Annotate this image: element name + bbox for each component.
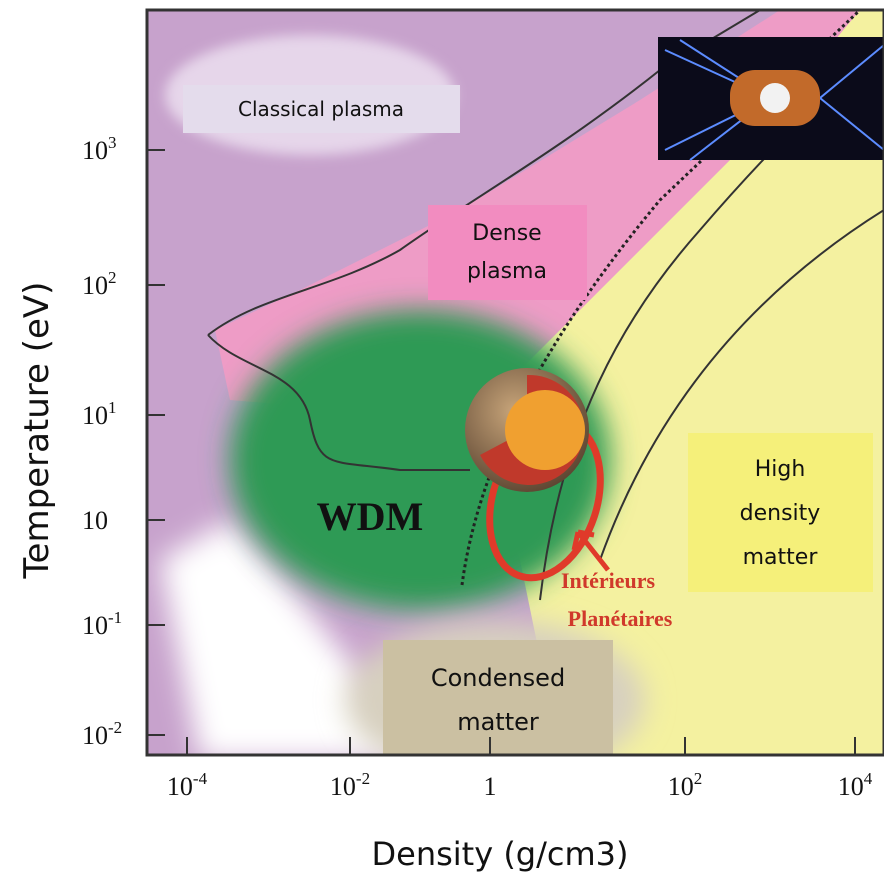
tick-exponent: 2 [108, 268, 117, 287]
region-label: Planétaires [568, 606, 673, 631]
label-box [383, 640, 613, 755]
y-tick-label: 103 [82, 133, 117, 165]
tick-exponent: 4 [864, 769, 873, 788]
tick-exponent: -2 [356, 769, 370, 788]
x-tick-label: 102 [668, 769, 703, 801]
region-label: Classical plasma [238, 97, 404, 121]
tick-exponent: 2 [694, 769, 703, 788]
x-tick-label: 10-2 [330, 769, 370, 801]
region-label: High [755, 457, 806, 482]
tick-base: 10 [82, 136, 108, 165]
x-tick-label: 104 [838, 769, 873, 801]
y-tick-label: 10 [82, 506, 108, 535]
tick-exponent: -1 [108, 608, 122, 627]
capsule [760, 83, 790, 113]
region-label: plasma [467, 259, 547, 284]
region-label: WDM [317, 494, 424, 539]
x-tick-label: 1 [484, 772, 497, 801]
y-tick-label: 10-2 [82, 718, 122, 750]
region-label: density [740, 501, 821, 526]
tick-base: 10 [82, 611, 108, 640]
region-label: Dense [472, 221, 541, 246]
phase-diagram: Classical plasma Dense plasma High densi… [0, 0, 884, 877]
tick-base: 10 [82, 271, 108, 300]
label-box [428, 205, 587, 300]
region-label: Condensed [431, 664, 565, 692]
tick-exponent: -2 [108, 718, 122, 737]
y-tick-label: 102 [82, 268, 117, 300]
tick-base: 10 [82, 506, 108, 535]
region-label: matter [457, 708, 539, 736]
tick-exponent: 3 [108, 133, 117, 152]
tick-base: 1 [484, 772, 497, 801]
tick-exponent: 1 [108, 398, 117, 417]
tick-exponent: -4 [193, 769, 208, 788]
tick-base: 10 [330, 772, 356, 801]
y-tick-label: 101 [82, 398, 117, 430]
planet-core [505, 390, 585, 470]
region-label: matter [743, 545, 819, 570]
tick-base: 10 [668, 772, 694, 801]
x-axis-title: Density (g/cm3) [371, 835, 628, 873]
tick-base: 10 [82, 401, 108, 430]
tick-base: 10 [82, 721, 108, 750]
tick-base: 10 [167, 772, 193, 801]
x-tick-label: 10-4 [167, 769, 208, 801]
tick-base: 10 [838, 772, 864, 801]
y-axis-title: Temperature (eV) [17, 282, 57, 580]
region-label: Intérieurs [561, 568, 656, 593]
y-tick-label: 10-1 [82, 608, 122, 640]
